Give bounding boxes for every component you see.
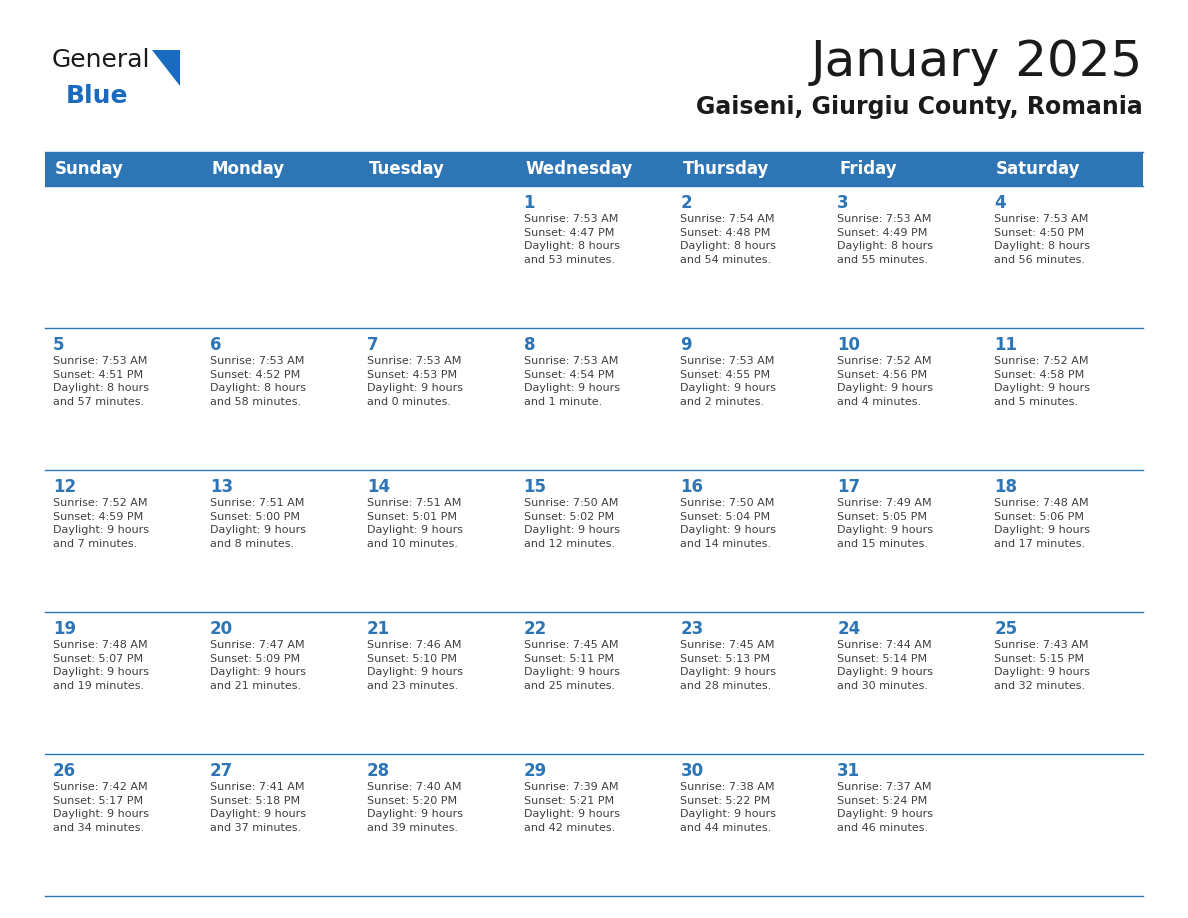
Text: Monday: Monday (211, 160, 285, 178)
Text: 17: 17 (838, 478, 860, 496)
Text: 24: 24 (838, 620, 860, 638)
Text: Sunrise: 7:53 AM
Sunset: 4:47 PM
Daylight: 8 hours
and 53 minutes.: Sunrise: 7:53 AM Sunset: 4:47 PM Dayligh… (524, 214, 620, 264)
Text: 1: 1 (524, 194, 535, 212)
Text: 3: 3 (838, 194, 849, 212)
Text: 20: 20 (210, 620, 233, 638)
Text: Sunrise: 7:38 AM
Sunset: 5:22 PM
Daylight: 9 hours
and 44 minutes.: Sunrise: 7:38 AM Sunset: 5:22 PM Dayligh… (681, 782, 777, 833)
Text: Sunrise: 7:40 AM
Sunset: 5:20 PM
Daylight: 9 hours
and 39 minutes.: Sunrise: 7:40 AM Sunset: 5:20 PM Dayligh… (367, 782, 462, 833)
Text: 11: 11 (994, 336, 1017, 354)
Text: Sunrise: 7:48 AM
Sunset: 5:07 PM
Daylight: 9 hours
and 19 minutes.: Sunrise: 7:48 AM Sunset: 5:07 PM Dayligh… (53, 640, 148, 691)
Text: 5: 5 (53, 336, 64, 354)
Text: Sunrise: 7:48 AM
Sunset: 5:06 PM
Daylight: 9 hours
and 17 minutes.: Sunrise: 7:48 AM Sunset: 5:06 PM Dayligh… (994, 498, 1091, 549)
Text: Sunrise: 7:42 AM
Sunset: 5:17 PM
Daylight: 9 hours
and 34 minutes.: Sunrise: 7:42 AM Sunset: 5:17 PM Dayligh… (53, 782, 148, 833)
Text: Sunrise: 7:53 AM
Sunset: 4:52 PM
Daylight: 8 hours
and 58 minutes.: Sunrise: 7:53 AM Sunset: 4:52 PM Dayligh… (210, 356, 305, 407)
Text: Sunrise: 7:53 AM
Sunset: 4:51 PM
Daylight: 8 hours
and 57 minutes.: Sunrise: 7:53 AM Sunset: 4:51 PM Dayligh… (53, 356, 148, 407)
Text: 26: 26 (53, 762, 76, 780)
Text: 21: 21 (367, 620, 390, 638)
Text: Sunrise: 7:39 AM
Sunset: 5:21 PM
Daylight: 9 hours
and 42 minutes.: Sunrise: 7:39 AM Sunset: 5:21 PM Dayligh… (524, 782, 620, 833)
Text: 28: 28 (367, 762, 390, 780)
Text: Sunrise: 7:43 AM
Sunset: 5:15 PM
Daylight: 9 hours
and 32 minutes.: Sunrise: 7:43 AM Sunset: 5:15 PM Dayligh… (994, 640, 1091, 691)
Text: General: General (52, 48, 151, 72)
Text: Tuesday: Tuesday (368, 160, 444, 178)
Text: Sunrise: 7:47 AM
Sunset: 5:09 PM
Daylight: 9 hours
and 21 minutes.: Sunrise: 7:47 AM Sunset: 5:09 PM Dayligh… (210, 640, 305, 691)
Text: 10: 10 (838, 336, 860, 354)
Text: January 2025: January 2025 (810, 38, 1143, 86)
Text: Saturday: Saturday (997, 160, 1081, 178)
Text: Wednesday: Wednesday (525, 160, 633, 178)
Text: Sunrise: 7:37 AM
Sunset: 5:24 PM
Daylight: 9 hours
and 46 minutes.: Sunrise: 7:37 AM Sunset: 5:24 PM Dayligh… (838, 782, 934, 833)
Text: 13: 13 (210, 478, 233, 496)
Text: Blue: Blue (67, 84, 128, 108)
Polygon shape (152, 50, 181, 86)
Text: Sunrise: 7:52 AM
Sunset: 4:56 PM
Daylight: 9 hours
and 4 minutes.: Sunrise: 7:52 AM Sunset: 4:56 PM Dayligh… (838, 356, 934, 407)
Text: 14: 14 (367, 478, 390, 496)
Text: Sunrise: 7:46 AM
Sunset: 5:10 PM
Daylight: 9 hours
and 23 minutes.: Sunrise: 7:46 AM Sunset: 5:10 PM Dayligh… (367, 640, 462, 691)
Text: Sunrise: 7:51 AM
Sunset: 5:01 PM
Daylight: 9 hours
and 10 minutes.: Sunrise: 7:51 AM Sunset: 5:01 PM Dayligh… (367, 498, 462, 549)
Text: Sunrise: 7:52 AM
Sunset: 4:58 PM
Daylight: 9 hours
and 5 minutes.: Sunrise: 7:52 AM Sunset: 4:58 PM Dayligh… (994, 356, 1091, 407)
Text: Sunrise: 7:49 AM
Sunset: 5:05 PM
Daylight: 9 hours
and 15 minutes.: Sunrise: 7:49 AM Sunset: 5:05 PM Dayligh… (838, 498, 934, 549)
Text: 22: 22 (524, 620, 546, 638)
Bar (45, 152, 1143, 186)
Text: Sunrise: 7:45 AM
Sunset: 5:13 PM
Daylight: 9 hours
and 28 minutes.: Sunrise: 7:45 AM Sunset: 5:13 PM Dayligh… (681, 640, 777, 691)
Text: Gaiseni, Giurgiu County, Romania: Gaiseni, Giurgiu County, Romania (696, 95, 1143, 119)
Text: 8: 8 (524, 336, 535, 354)
Text: Sunrise: 7:53 AM
Sunset: 4:50 PM
Daylight: 8 hours
and 56 minutes.: Sunrise: 7:53 AM Sunset: 4:50 PM Dayligh… (994, 214, 1091, 264)
Text: 18: 18 (994, 478, 1017, 496)
Text: 7: 7 (367, 336, 378, 354)
Text: 6: 6 (210, 336, 221, 354)
Text: 9: 9 (681, 336, 693, 354)
Text: Sunrise: 7:53 AM
Sunset: 4:55 PM
Daylight: 9 hours
and 2 minutes.: Sunrise: 7:53 AM Sunset: 4:55 PM Dayligh… (681, 356, 777, 407)
Text: Sunrise: 7:50 AM
Sunset: 5:02 PM
Daylight: 9 hours
and 12 minutes.: Sunrise: 7:50 AM Sunset: 5:02 PM Dayligh… (524, 498, 620, 549)
Text: Thursday: Thursday (682, 160, 769, 178)
Text: 16: 16 (681, 478, 703, 496)
Text: Sunrise: 7:54 AM
Sunset: 4:48 PM
Daylight: 8 hours
and 54 minutes.: Sunrise: 7:54 AM Sunset: 4:48 PM Dayligh… (681, 214, 777, 264)
Text: Sunday: Sunday (55, 160, 124, 178)
Text: 31: 31 (838, 762, 860, 780)
Text: 27: 27 (210, 762, 233, 780)
Text: Sunrise: 7:45 AM
Sunset: 5:11 PM
Daylight: 9 hours
and 25 minutes.: Sunrise: 7:45 AM Sunset: 5:11 PM Dayligh… (524, 640, 620, 691)
Text: 2: 2 (681, 194, 693, 212)
Text: 19: 19 (53, 620, 76, 638)
Text: Sunrise: 7:44 AM
Sunset: 5:14 PM
Daylight: 9 hours
and 30 minutes.: Sunrise: 7:44 AM Sunset: 5:14 PM Dayligh… (838, 640, 934, 691)
Text: Friday: Friday (839, 160, 897, 178)
Text: 30: 30 (681, 762, 703, 780)
Text: Sunrise: 7:53 AM
Sunset: 4:49 PM
Daylight: 8 hours
and 55 minutes.: Sunrise: 7:53 AM Sunset: 4:49 PM Dayligh… (838, 214, 934, 264)
Text: Sunrise: 7:41 AM
Sunset: 5:18 PM
Daylight: 9 hours
and 37 minutes.: Sunrise: 7:41 AM Sunset: 5:18 PM Dayligh… (210, 782, 305, 833)
Text: Sunrise: 7:52 AM
Sunset: 4:59 PM
Daylight: 9 hours
and 7 minutes.: Sunrise: 7:52 AM Sunset: 4:59 PM Dayligh… (53, 498, 148, 549)
Text: Sunrise: 7:50 AM
Sunset: 5:04 PM
Daylight: 9 hours
and 14 minutes.: Sunrise: 7:50 AM Sunset: 5:04 PM Dayligh… (681, 498, 777, 549)
Text: 12: 12 (53, 478, 76, 496)
Text: 4: 4 (994, 194, 1006, 212)
Text: 29: 29 (524, 762, 546, 780)
Text: 23: 23 (681, 620, 703, 638)
Text: Sunrise: 7:53 AM
Sunset: 4:53 PM
Daylight: 9 hours
and 0 minutes.: Sunrise: 7:53 AM Sunset: 4:53 PM Dayligh… (367, 356, 462, 407)
Text: Sunrise: 7:53 AM
Sunset: 4:54 PM
Daylight: 9 hours
and 1 minute.: Sunrise: 7:53 AM Sunset: 4:54 PM Dayligh… (524, 356, 620, 407)
Text: 15: 15 (524, 478, 546, 496)
Text: 25: 25 (994, 620, 1017, 638)
Text: Sunrise: 7:51 AM
Sunset: 5:00 PM
Daylight: 9 hours
and 8 minutes.: Sunrise: 7:51 AM Sunset: 5:00 PM Dayligh… (210, 498, 305, 549)
